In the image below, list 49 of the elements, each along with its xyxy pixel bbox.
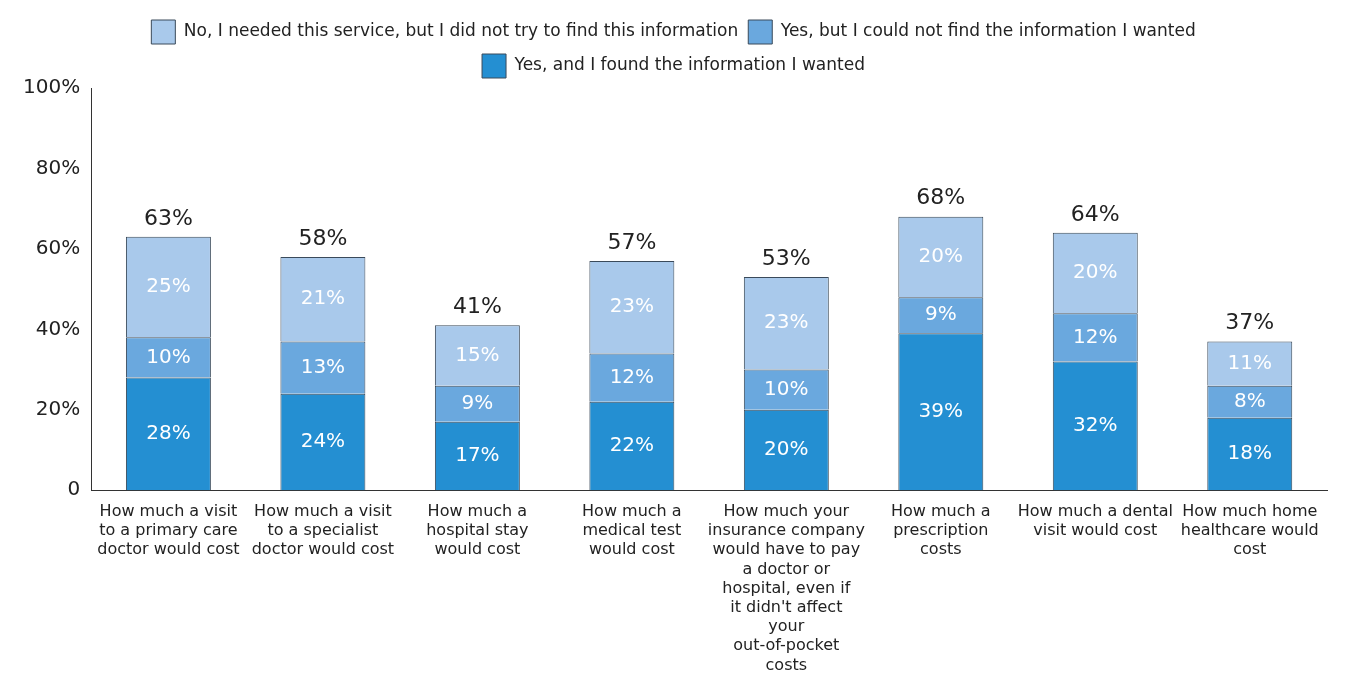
data-label: 24% [300, 428, 346, 453]
data-label: 23% [764, 309, 809, 334]
legend-label: Yes, and I found the information I wanted [513, 54, 865, 75]
x-tick-label: How much home healthcare would cost [1180, 500, 1319, 559]
total-label: 57% [607, 228, 657, 254]
data-label: 39% [918, 397, 964, 422]
x-tick-label: How much a dental visit would cost [1017, 500, 1173, 540]
x-tick-label: How much a visit to a primary care doctor would cost [97, 500, 240, 559]
y-tick-label: 40% [35, 315, 81, 340]
total-label: 41% [452, 293, 502, 319]
data-label: 9% [461, 389, 494, 414]
data-label: 25% [146, 273, 191, 298]
data-label: 12% [1073, 323, 1118, 348]
total-label: 58% [298, 224, 348, 250]
total-label: 64% [1070, 200, 1120, 226]
data-label: 28% [146, 420, 191, 445]
total-label: 63% [143, 204, 193, 230]
y-tick-label: 80% [35, 154, 81, 179]
data-label: 22% [609, 432, 655, 457]
total-label: 68% [916, 184, 966, 210]
data-label: 10% [146, 343, 191, 368]
data-label: 15% [455, 341, 500, 366]
data-label: 17% [455, 442, 500, 467]
data-label: 20% [764, 436, 809, 461]
y-tick-label: 20% [35, 395, 81, 420]
x-tick-label: How much a visit to a specialist doctor would cost [251, 500, 395, 559]
data-label: 23% [609, 293, 655, 318]
total-label: 37% [1225, 309, 1275, 335]
data-label: 21% [300, 285, 346, 310]
data-label: 32% [1073, 412, 1118, 437]
data-label: 20% [1073, 259, 1118, 284]
data-label: 12% [609, 363, 655, 388]
data-label: 11% [1227, 349, 1272, 374]
data-label: 20% [918, 243, 964, 268]
total-label: 53% [761, 244, 811, 270]
legend-label: No, I needed this service, but I did not try to find this information [183, 20, 739, 41]
data-label: 13% [300, 353, 346, 378]
x-tick-label: How much a medical test would cost [582, 500, 682, 559]
y-tick-label: 60% [35, 235, 81, 260]
y-tick-label: 0 [67, 476, 81, 501]
y-tick-label: 100% [22, 74, 81, 99]
category-label: How much your insurance company would have to pay a doctor or hospital, even if it didn't affect your out-of-pocket costs [707, 500, 865, 674]
x-tick-label: How much a prescription costs [891, 500, 991, 559]
x-tick-label: How much a hospital stay would cost [426, 500, 529, 559]
legend-label: Yes, but I could not find the information I wanted [779, 20, 1196, 41]
data-label: 9% [924, 301, 957, 326]
data-label: 18% [1227, 440, 1272, 465]
data-label: 8% [1233, 387, 1266, 412]
data-label: 10% [764, 375, 809, 400]
